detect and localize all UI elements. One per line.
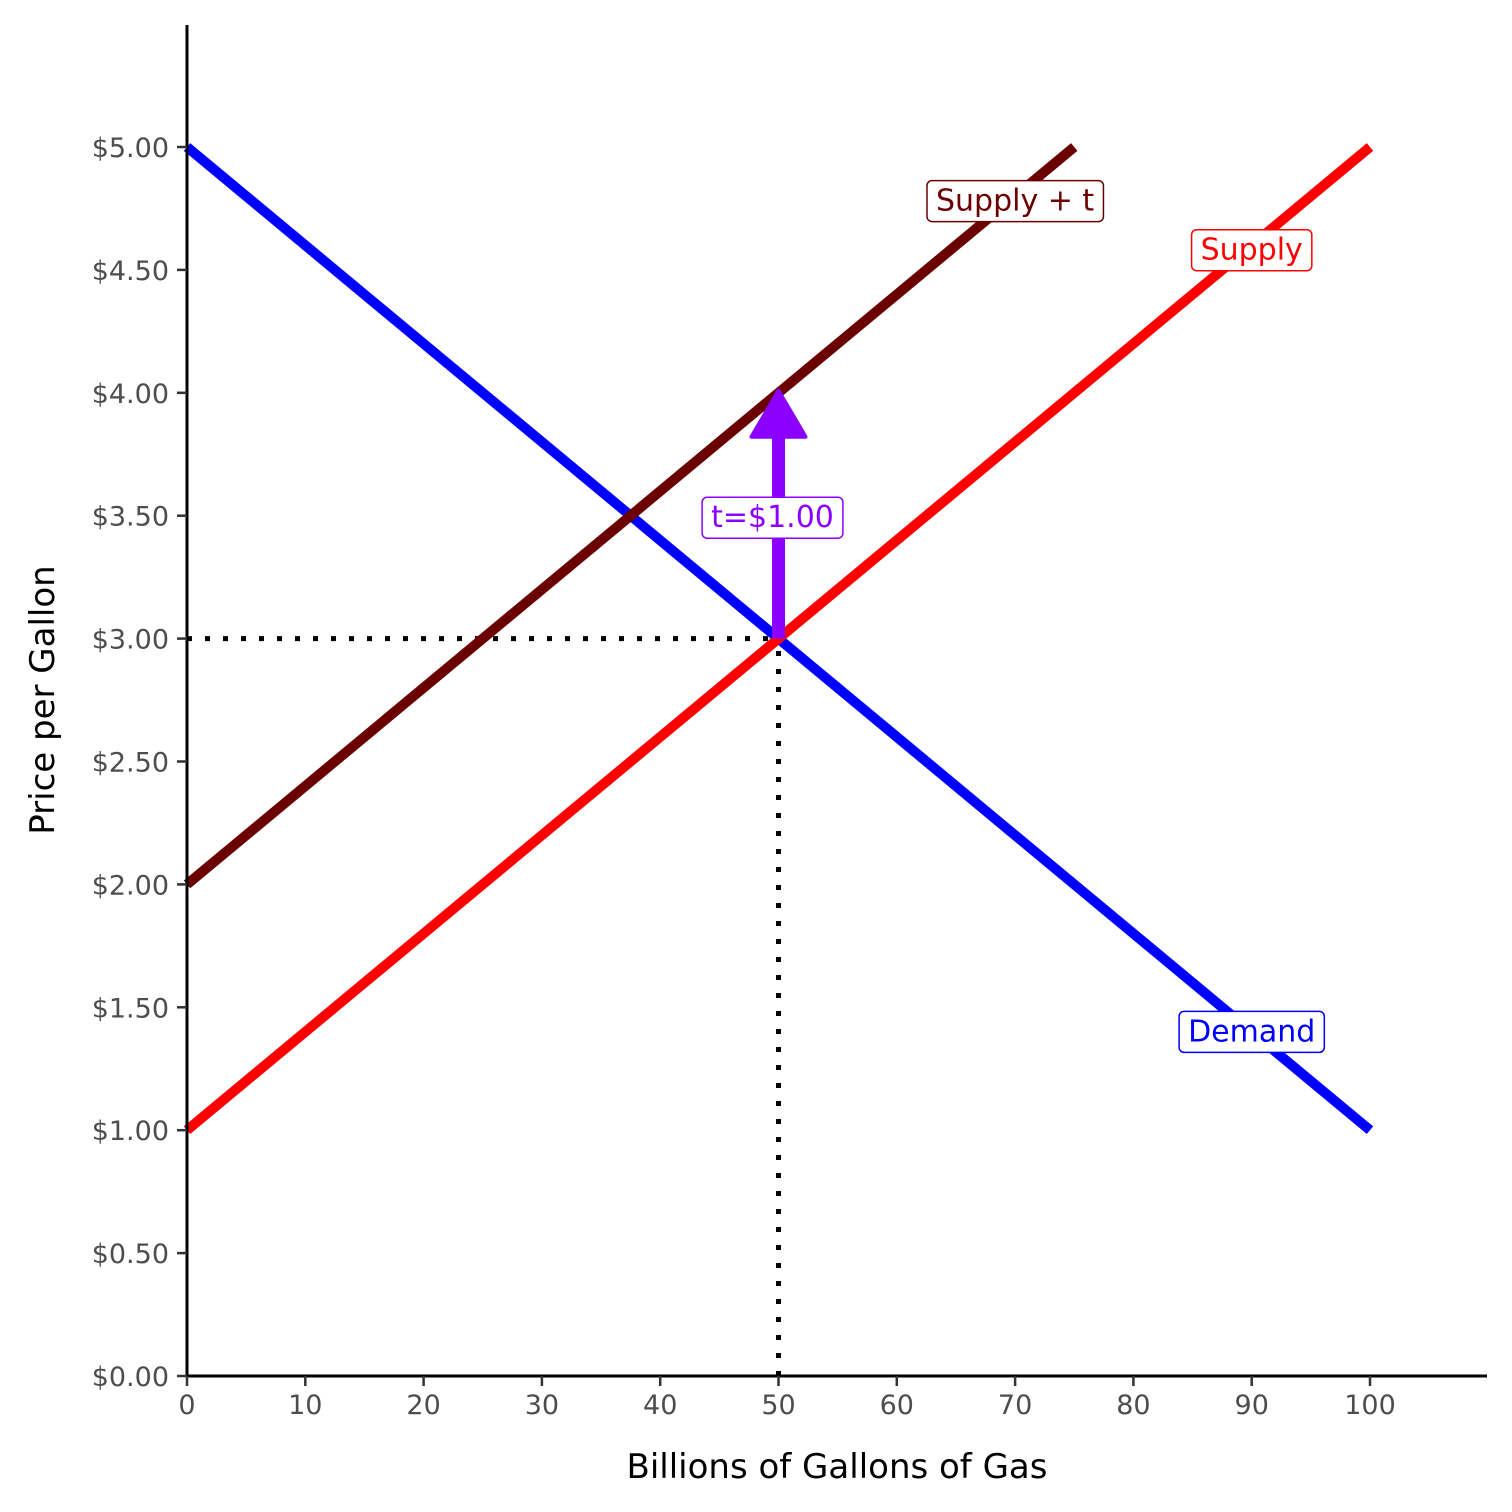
x-tick-label: 70 — [998, 1390, 1032, 1421]
x-tick-label: 100 — [1344, 1390, 1396, 1421]
tax-label-text: t=$1.00 — [711, 500, 834, 535]
x-tick-label: 90 — [1235, 1390, 1269, 1421]
supply-plus-tax-label-box — [926, 179, 1105, 223]
x-tick-label: 20 — [406, 1390, 440, 1421]
demand-label: Demand — [1178, 1010, 1326, 1054]
tax-arrow-head — [749, 388, 808, 439]
y-tick-label: $5.00 — [92, 133, 169, 164]
tax-label: t=$1.00 — [701, 496, 844, 539]
x-tick-label: 60 — [880, 1390, 914, 1421]
x-tick-label: 40 — [643, 1390, 677, 1421]
y-tick-label: $4.00 — [92, 379, 169, 410]
y-tick-label: $2.00 — [92, 870, 169, 901]
tax-label-box — [701, 496, 844, 539]
x-tick-label: 50 — [761, 1390, 795, 1421]
axes: 0 10 20 30 40 50 60 70 80 90 100 $0.00 $0.50 $1.00 $1.… — [92, 25, 1487, 1421]
y-tick-label: $3.50 — [92, 502, 169, 533]
y-tick-label: $1.50 — [92, 993, 169, 1024]
demand-label-text: Demand — [1188, 1014, 1315, 1049]
x-tick-label: 80 — [1116, 1390, 1150, 1421]
supply-plus-tax-label: Supply + t — [926, 179, 1105, 223]
y-axis-title: Price per Gallon — [23, 565, 63, 834]
supply-plus-tax-line — [183, 143, 1078, 889]
plot-area: t=$1.00 Supply + t Supply Demand — [183, 143, 1374, 1376]
x-axis-title: Billions of Gallons of Gas — [627, 1447, 1048, 1487]
x-tick-label: 10 — [288, 1390, 322, 1421]
y-tick-label: $4.50 — [92, 256, 169, 287]
x-tick-label: 0 — [178, 1390, 195, 1421]
supply-label-text: Supply — [1201, 233, 1303, 268]
demand-label-box — [1178, 1010, 1326, 1054]
supply-label: Supply — [1190, 228, 1313, 272]
y-tick-label: $0.00 — [92, 1362, 169, 1393]
supply-plus-tax-label-text: Supply + t — [936, 184, 1094, 219]
x-tick-label: 30 — [525, 1390, 559, 1421]
y-tick-label: $0.50 — [92, 1239, 169, 1270]
supply-label-box — [1190, 228, 1313, 272]
y-tick-label: $2.50 — [92, 748, 169, 779]
y-tick-label: $1.00 — [92, 1116, 169, 1147]
y-tick-label: $3.00 — [92, 625, 169, 656]
